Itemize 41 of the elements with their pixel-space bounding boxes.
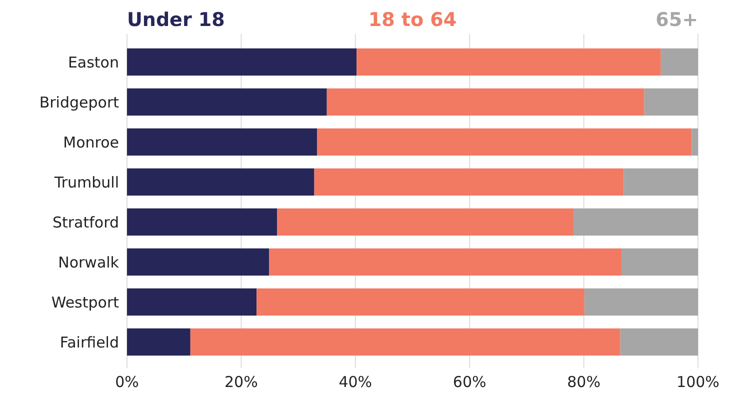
x-tick-label: 60% [452,373,486,391]
y-tick-label: Stratford [52,213,119,232]
bar [356,48,661,76]
bar [620,328,698,356]
bar [660,48,698,76]
bar [317,128,692,156]
series-label: 18 to 64 [368,9,457,31]
bar [269,248,622,276]
y-tick-label: Easton [68,53,119,72]
bar [621,248,698,276]
bar [127,88,327,116]
x-tick-label: 0% [115,373,139,391]
x-tick-label: 20% [224,373,258,391]
bar [190,328,620,356]
bar [644,88,698,116]
y-tick-label: Norwalk [58,253,120,272]
bar [584,288,698,316]
series-label: Under 18 [127,9,225,31]
bar [256,288,584,316]
series-label: 65+ [656,9,698,31]
bar [127,208,278,236]
y-tick-label: Fairfield [60,333,119,352]
y-tick-label: Westport [51,293,120,312]
bar [127,48,357,76]
bar [692,128,698,156]
x-tick-label: 40% [338,373,372,391]
x-tick-label: 80% [567,373,600,391]
y-tick-label: Trumbull [53,173,119,192]
bar [127,128,318,156]
bar [127,288,257,316]
y-tick-label: Bridgeport [39,93,120,112]
bar [574,208,698,236]
y-tick-label: Monroe [63,133,119,152]
bar [624,168,698,196]
bar [326,88,644,116]
bar [127,248,270,276]
bar [314,168,624,196]
x-tick-label: 100% [676,373,720,391]
bar [127,328,190,356]
bar [127,168,314,196]
bar [277,208,574,236]
